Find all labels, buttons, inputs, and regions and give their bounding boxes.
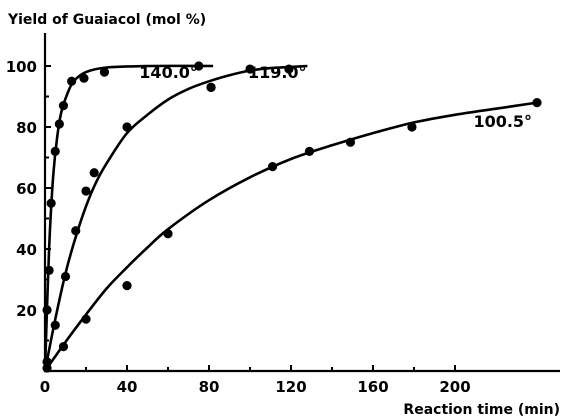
data-point (206, 82, 216, 92)
curve-label-0: 140.0° (139, 63, 198, 82)
data-point (81, 186, 91, 196)
data-point (58, 342, 69, 352)
y-tick-label: 40 (16, 241, 37, 259)
y-axis-title: Yield of Guaiacol (mol %) (7, 12, 206, 28)
data-point (79, 73, 89, 83)
axis-ticks: 0 40 80 120 160 200 20 40 60 80 100 (6, 58, 471, 396)
x-axis-title: Reaction time (min) (403, 402, 560, 418)
data-point (304, 146, 315, 156)
y-tick-label: 20 (16, 302, 37, 320)
x-tick-label: 0 (40, 378, 50, 396)
fit-curve-1 (43, 64, 308, 372)
data-point (245, 64, 255, 74)
data-point (532, 98, 542, 108)
data-point (345, 137, 356, 147)
data-point (44, 265, 54, 275)
data-point (99, 67, 110, 77)
x-tick-label: 160 (357, 378, 388, 396)
data-point (54, 119, 64, 129)
data-point (58, 101, 69, 111)
curve-label-1: 119.0° (248, 63, 307, 82)
fit-curves (43, 64, 538, 372)
data-point (46, 198, 56, 208)
data-point (284, 64, 294, 74)
x-tick-label: 80 (199, 378, 220, 396)
fit-curve-2 (43, 101, 538, 372)
x-tick-label: 200 (439, 378, 470, 396)
data-points (42, 61, 542, 373)
data-point (71, 226, 81, 236)
x-tick-label: 120 (275, 378, 306, 396)
data-point (194, 61, 204, 71)
data-point (122, 281, 132, 291)
data-point (81, 314, 91, 324)
data-point (267, 162, 278, 172)
y-tick-label: 60 (16, 180, 37, 198)
data-point (122, 122, 132, 132)
fit-curve-0 (43, 64, 214, 372)
data-point (50, 146, 60, 156)
curve-label-2: 100.5° (473, 112, 532, 131)
data-point (163, 229, 173, 239)
data-point (42, 363, 52, 373)
curve-labels: 140.0° 119.0° 100.5° (139, 63, 532, 131)
data-point (50, 320, 60, 330)
data-point (89, 168, 99, 178)
data-point (60, 271, 71, 282)
data-point (42, 305, 52, 315)
x-tick-label: 40 (117, 378, 138, 396)
data-point (407, 122, 417, 132)
y-tick-label: 80 (16, 119, 37, 137)
data-point (67, 76, 77, 86)
y-tick-label: 100 (6, 58, 37, 76)
